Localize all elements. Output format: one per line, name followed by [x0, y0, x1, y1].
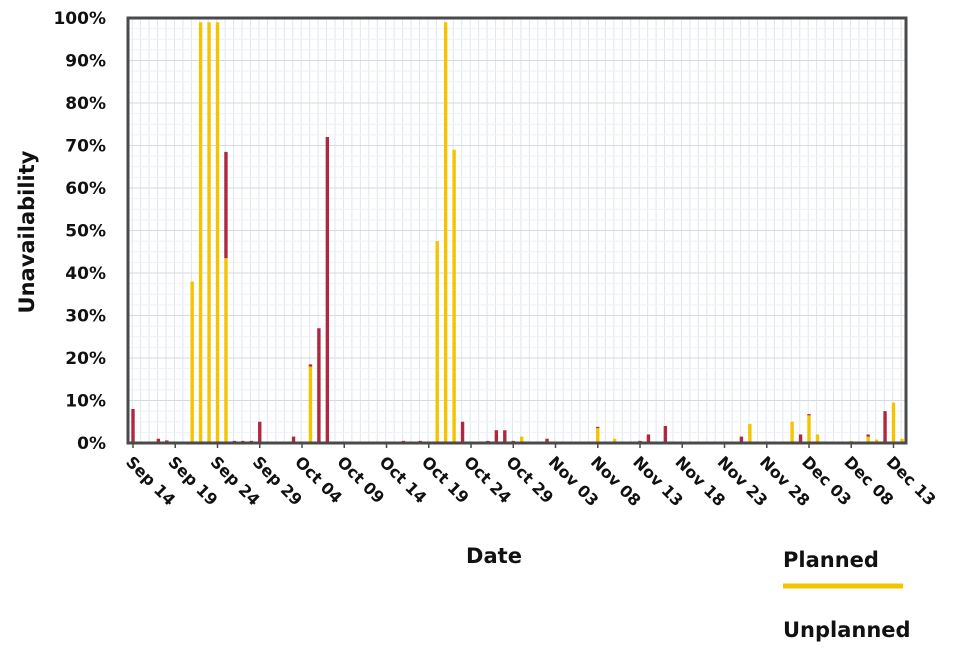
bar-unplanned [739, 436, 744, 443]
legend-label-unplanned: Unplanned [783, 618, 911, 642]
bar-unplanned [317, 328, 321, 443]
grid [128, 17, 906, 444]
bar-unplanned [494, 430, 499, 443]
y-tick-label: 30% [65, 307, 106, 327]
bar-planned [748, 423, 752, 443]
bar-planned [435, 241, 439, 443]
bar-planned [215, 22, 220, 443]
y-tick-label: 10% [65, 392, 106, 412]
y-tick-label: 100% [53, 9, 106, 29]
y-tick-label: 40% [65, 264, 106, 284]
bar-unplanned [131, 409, 135, 443]
bar-unplanned [646, 434, 651, 443]
y-tick-label: 0% [77, 434, 106, 454]
bar-unplanned [156, 438, 161, 443]
bar-planned [891, 402, 896, 443]
bar-planned [866, 436, 870, 443]
bar-planned [520, 436, 524, 443]
y-tick-label: 50% [65, 222, 106, 242]
bar-planned [815, 434, 820, 443]
y-axis-title: Unavailability [15, 150, 39, 313]
bar-planned [790, 421, 794, 443]
bar-unplanned [663, 426, 668, 443]
bar-unplanned [545, 438, 549, 443]
bar-planned [874, 439, 879, 443]
bar-unplanned [325, 137, 330, 443]
legend-label-planned: Planned [783, 548, 879, 572]
plot-frame [126, 16, 908, 445]
x-axis-title: Date [466, 544, 522, 568]
bar-unplanned [798, 434, 803, 443]
bar-unplanned [503, 430, 507, 443]
bar-planned [308, 366, 313, 443]
bar-unplanned [807, 414, 811, 416]
bar-unplanned [291, 436, 296, 443]
bar-unplanned [308, 364, 313, 367]
bar-planned [807, 415, 811, 443]
y-tick-label: 20% [65, 349, 106, 369]
bar-unplanned [224, 151, 228, 259]
bar-planned [900, 438, 904, 443]
bar-planned [198, 22, 203, 443]
bar-planned [452, 149, 456, 443]
bar-unplanned [258, 421, 262, 443]
y-axis-ticks: 0% 10% 20% 30% 40% 50% 60% 70% 80% 90% 100% [53, 9, 106, 454]
bar-unplanned [883, 411, 887, 443]
y-tick-label: 90% [65, 52, 106, 72]
legend: Planned Unplanned [783, 548, 911, 642]
bars [131, 22, 904, 443]
bar-planned [596, 428, 600, 443]
bar-unplanned [596, 426, 600, 429]
bar-unplanned [866, 434, 870, 437]
bar-planned [207, 22, 211, 443]
bar-planned [224, 258, 228, 443]
y-tick-label: 60% [65, 179, 106, 199]
bar-planned [612, 438, 617, 443]
bar-planned [190, 281, 194, 443]
bar-unplanned [460, 421, 465, 443]
y-tick-label: 70% [65, 137, 106, 157]
y-tick-label: 80% [65, 94, 106, 114]
bar-planned [443, 22, 448, 443]
